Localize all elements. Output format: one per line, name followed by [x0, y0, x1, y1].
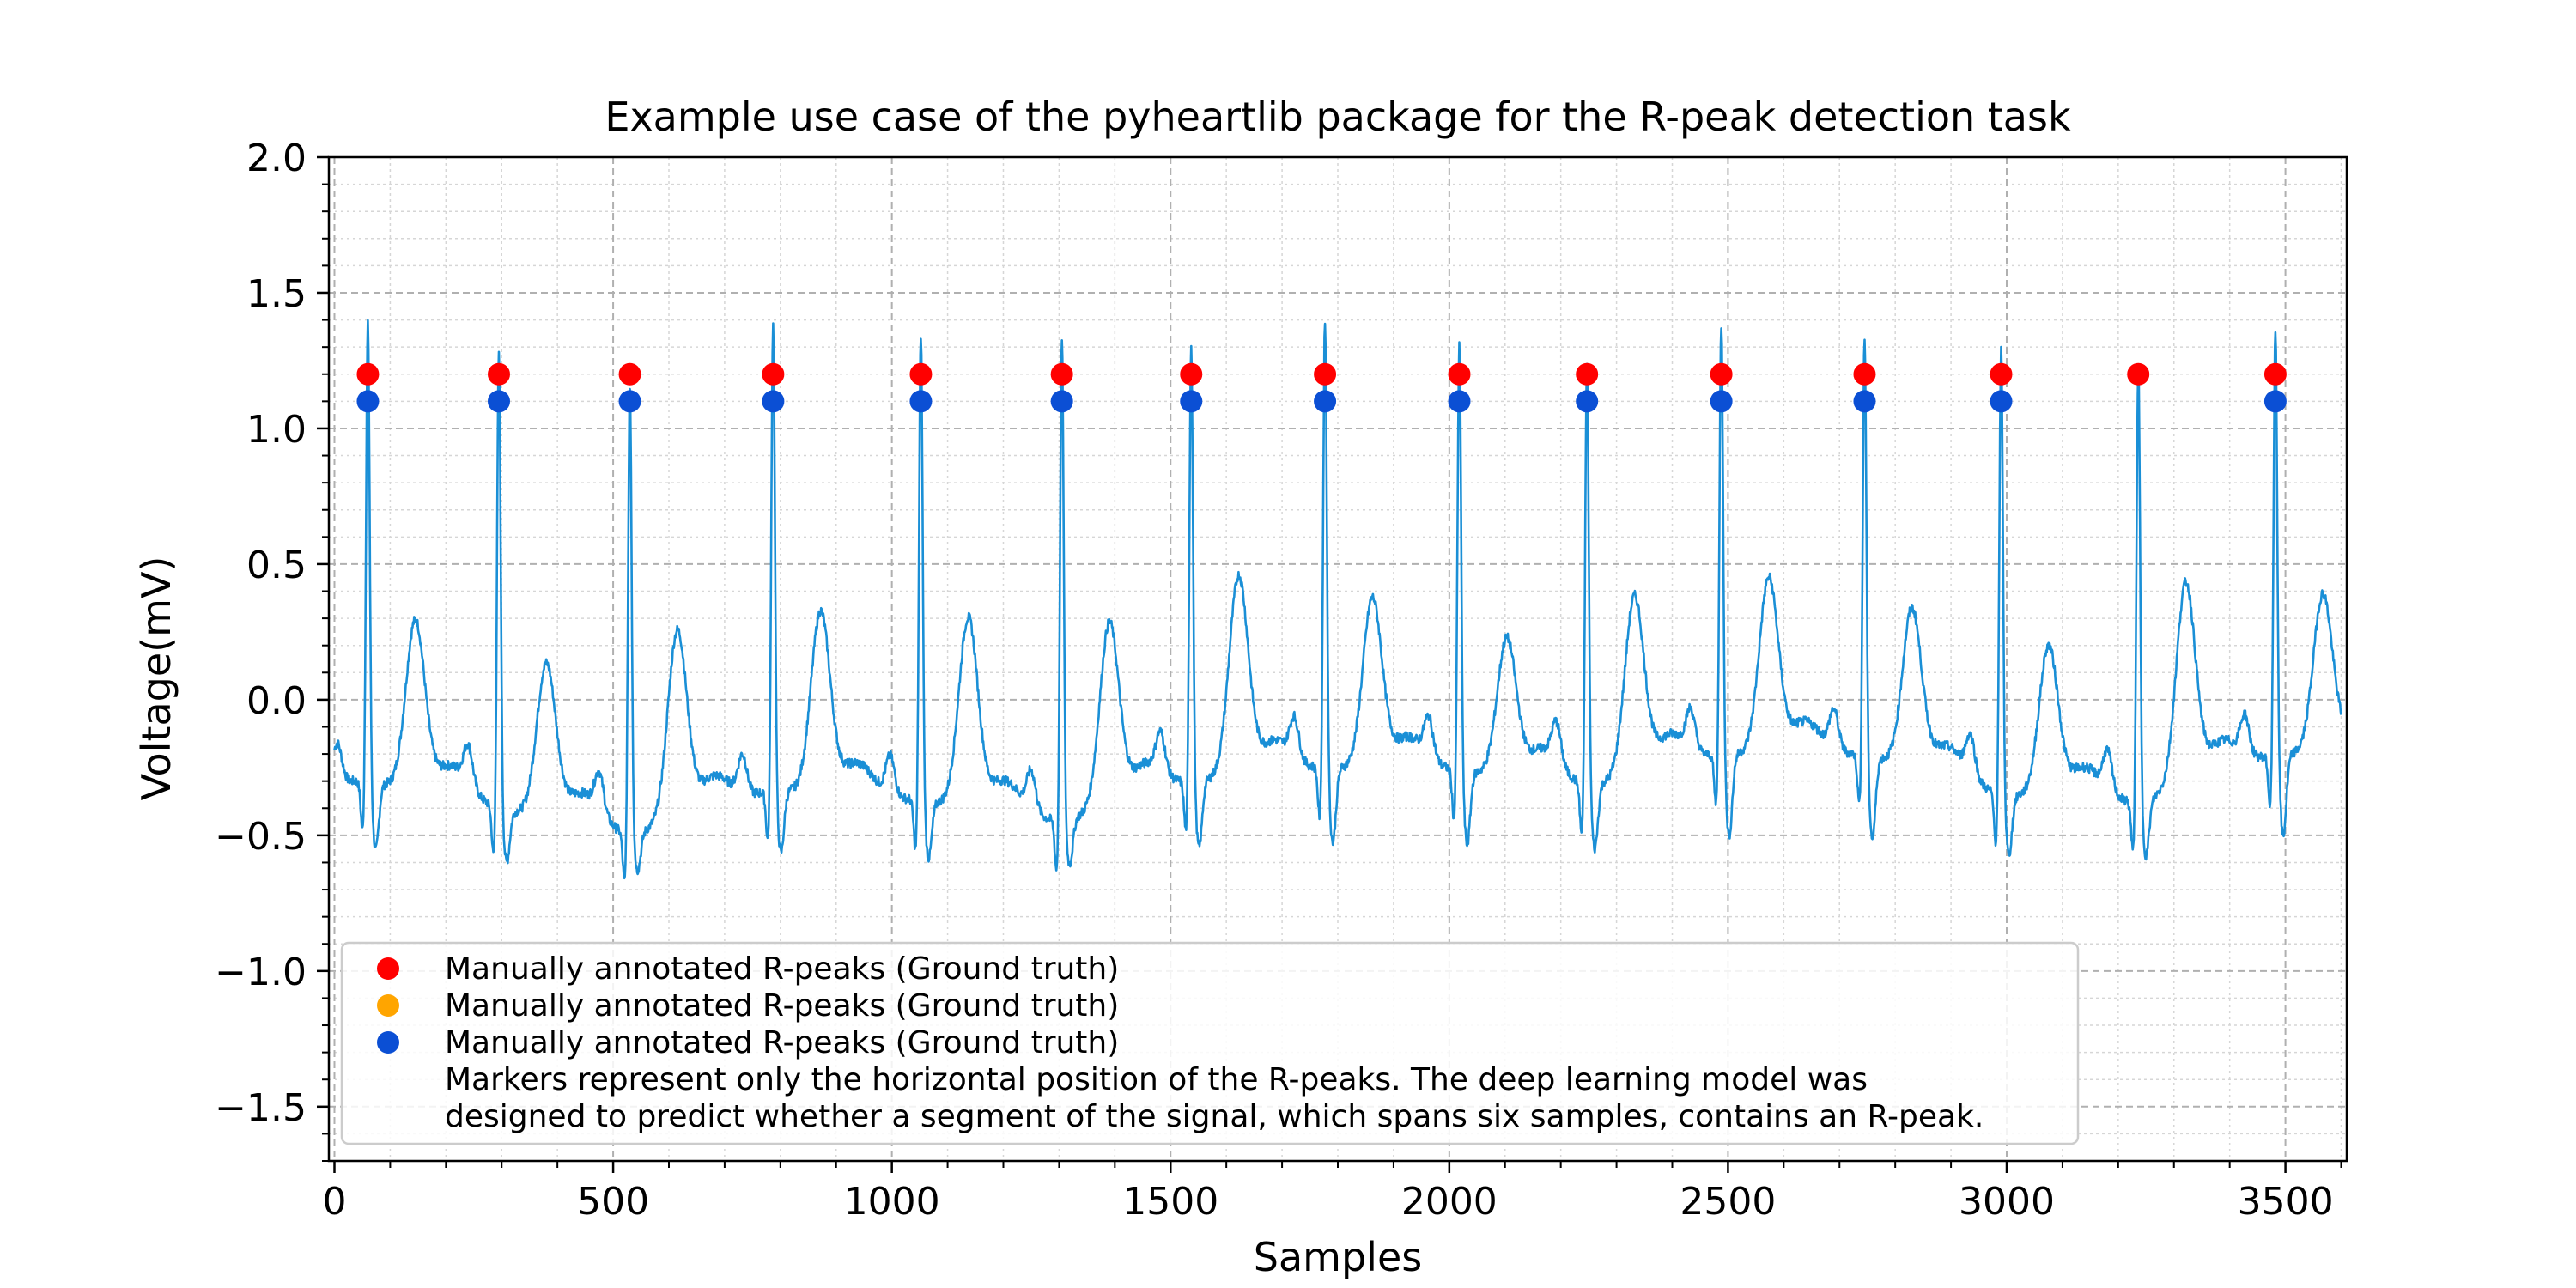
r-peak-marker-series-0: [2263, 362, 2287, 386]
legend-entry-blue: Manually annotated R-peaks (Ground truth…: [445, 1025, 1119, 1060]
r-peak-marker-series-2: [2263, 390, 2287, 413]
r-peak-marker-series-0: [356, 362, 380, 386]
y-tick-label: 1.0: [246, 408, 307, 452]
r-peak-marker-series-0: [487, 362, 510, 386]
x-axis-ticks: 0 500 1000 1500 2000 2500 3000 3500: [322, 1161, 2342, 1224]
r-peak-marker-series-0: [1853, 362, 1876, 386]
x-tick-label: 500: [577, 1180, 649, 1224]
r-peak-marker-series-0: [1990, 362, 2013, 386]
legend-marker-orange: [377, 994, 399, 1017]
y-tick-label: −0.5: [215, 815, 307, 859]
r-peak-marker-series-0: [1050, 362, 1073, 386]
r-peak-marker-series-2: [356, 390, 380, 413]
legend-box: [340, 941, 2080, 1145]
x-tick-label: 0: [322, 1180, 346, 1224]
r-peak-marker-series-2: [618, 390, 641, 413]
legend-marker-blue: [377, 1031, 399, 1054]
r-peak-marker-series-2: [1314, 390, 1337, 413]
plot-content: [333, 319, 2342, 880]
r-peak-marker-series-0: [2127, 362, 2150, 386]
r-peak-marker-series-0: [909, 362, 933, 386]
r-peak-markers: [356, 362, 2287, 413]
r-peak-marker-series-2: [1853, 390, 1876, 413]
x-axis-label: Samples: [1254, 1234, 1422, 1280]
y-tick-label: 0.5: [246, 544, 307, 587]
r-peak-marker-series-2: [1180, 390, 1203, 413]
y-tick-label: 1.5: [246, 272, 307, 316]
r-peak-marker-series-0: [1314, 362, 1337, 386]
y-tick-label: 2.0: [246, 137, 307, 180]
r-peak-marker-series-0: [1448, 362, 1471, 386]
x-tick-label: 1000: [844, 1180, 940, 1224]
r-peak-marker-series-0: [1710, 362, 1733, 386]
y-tick-label: 0.0: [246, 679, 307, 723]
x-tick-label: 1500: [1122, 1180, 1218, 1224]
y-tick-label: −1.0: [215, 951, 307, 994]
r-peak-marker-series-2: [487, 390, 510, 413]
y-axis-ticks: −1.5 −1.0 −0.5 0.0 0.5 1.0 1.5 2.0: [215, 137, 329, 1162]
x-tick-label: 2500: [1680, 1180, 1776, 1224]
r-peak-marker-series-2: [762, 390, 785, 413]
r-peak-marker-series-0: [1180, 362, 1203, 386]
r-peak-marker-series-2: [1990, 390, 2013, 413]
legend-entry-red: Manually annotated R-peaks (Ground truth…: [445, 951, 1119, 987]
r-peak-marker-series-0: [618, 362, 641, 386]
legend-note-line-1: Markers represent only the horizontal po…: [445, 1062, 1868, 1097]
r-peak-marker-series-2: [1448, 390, 1471, 413]
chart-title: Example use case of the pyheartlib packa…: [605, 94, 2071, 140]
x-tick-label: 3000: [1959, 1180, 2055, 1224]
r-peak-marker-series-2: [909, 390, 933, 413]
r-peak-marker-series-0: [1576, 362, 1599, 386]
ecg-signal-line: [333, 319, 2342, 880]
r-peak-marker-series-2: [1710, 390, 1733, 413]
legend-note-line-2: designed to predict whether a segment of…: [445, 1099, 1984, 1134]
r-peak-marker-series-0: [762, 362, 785, 386]
legend-marker-red: [377, 957, 399, 980]
r-peak-marker-series-2: [1050, 390, 1073, 413]
y-tick-label: −1.5: [215, 1086, 307, 1130]
legend: Manually annotated R-peaks (Ground truth…: [340, 941, 2080, 1145]
x-tick-label: 2000: [1401, 1180, 1498, 1224]
r-peak-marker-series-2: [1576, 390, 1599, 413]
y-axis-label: Voltage(mV): [133, 556, 179, 801]
x-tick-label: 3500: [2238, 1180, 2334, 1224]
legend-entry-orange: Manually annotated R-peaks (Ground truth…: [445, 988, 1119, 1024]
